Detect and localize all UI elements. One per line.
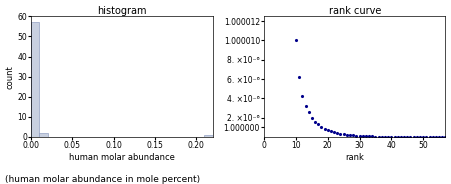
Text: (human molar abundance in mole percent): (human molar abundance in mole percent) bbox=[5, 175, 200, 184]
Bar bbox=[40, 133, 48, 137]
X-axis label: human molar abundance: human molar abundance bbox=[69, 153, 175, 162]
Bar bbox=[31, 22, 40, 137]
Title: histogram: histogram bbox=[97, 6, 147, 16]
Title: rank curve: rank curve bbox=[329, 6, 381, 16]
Y-axis label: count: count bbox=[5, 65, 14, 89]
Bar bbox=[204, 135, 212, 137]
X-axis label: rank: rank bbox=[345, 153, 364, 162]
